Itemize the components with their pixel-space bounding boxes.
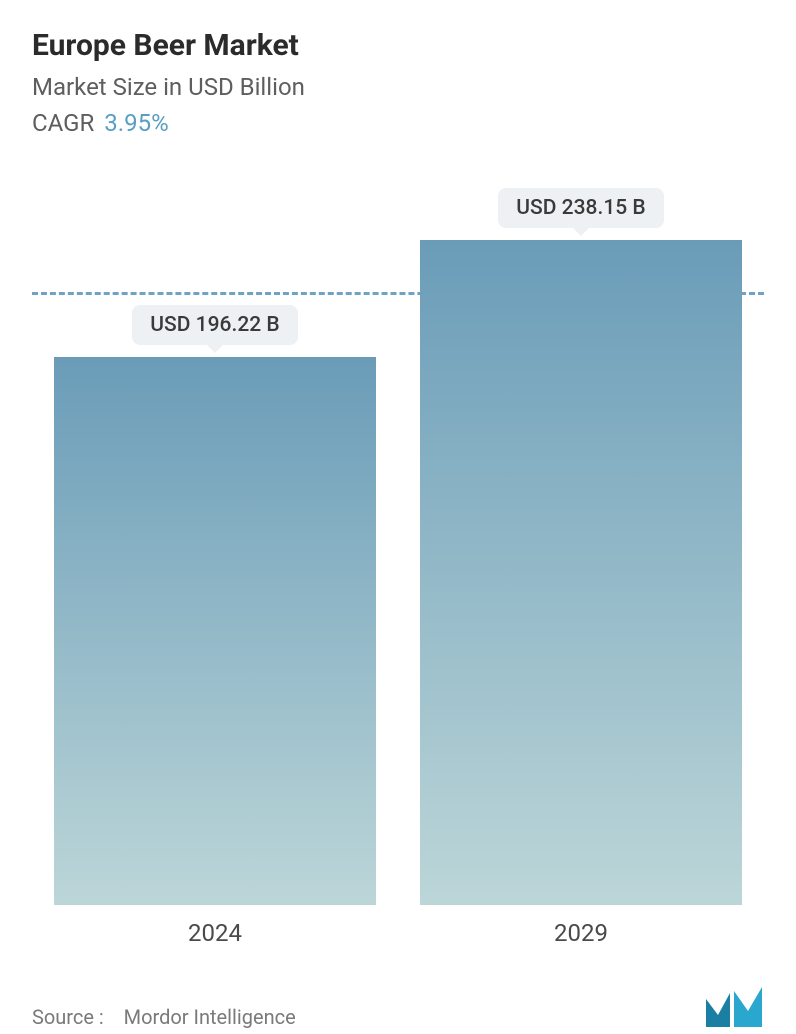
bar-1 xyxy=(420,240,742,905)
page-subtitle: Market Size in USD Billion xyxy=(32,73,764,101)
bar-0 xyxy=(54,357,376,905)
cagr-row: CAGR 3.95% xyxy=(32,109,764,137)
bar-column-1: USD 238.15 B xyxy=(420,188,742,905)
page-title: Europe Beer Market xyxy=(32,28,764,63)
source-text: Source : Mordor Intelligence xyxy=(32,1005,296,1029)
cagr-label: CAGR xyxy=(32,109,94,137)
value-badge-1: USD 238.15 B xyxy=(498,188,663,228)
source-value: Mordor Intelligence xyxy=(124,1005,296,1029)
chart-container: Europe Beer Market Market Size in USD Bi… xyxy=(0,0,796,1034)
source-label: Source : xyxy=(32,1005,104,1029)
x-label-1: 2029 xyxy=(420,919,742,947)
brand-logo-icon xyxy=(704,985,764,1029)
bar-column-0: USD 196.22 B xyxy=(54,305,376,905)
chart-region: USD 196.22 B USD 238.15 B xyxy=(32,177,764,905)
value-badge-0: USD 196.22 B xyxy=(132,305,297,345)
footer: Source : Mordor Intelligence xyxy=(32,947,764,1029)
x-axis-labels: 2024 2029 xyxy=(32,905,764,947)
x-label-0: 2024 xyxy=(54,919,376,947)
bars-wrap: USD 196.22 B USD 238.15 B xyxy=(32,177,764,905)
cagr-value: 3.95% xyxy=(104,109,168,137)
